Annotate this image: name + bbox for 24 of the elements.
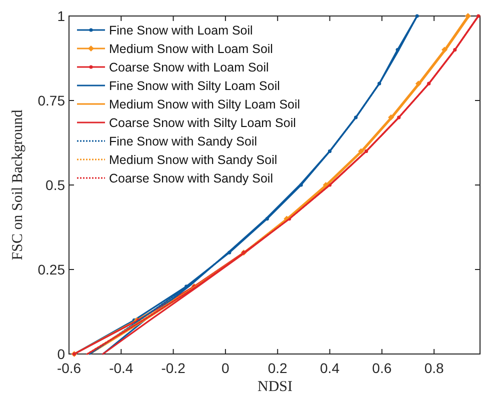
x-axis-title: NDSI: [257, 379, 293, 395]
x-tick-label: -0.4: [109, 360, 134, 376]
legend-label: Medium Snow with Loam Soil: [109, 42, 273, 56]
legend-label: Coarse Snow with Silty Loam Soil: [109, 116, 296, 130]
x-tick-label: -0.2: [161, 360, 186, 376]
x-tick-label: 0.2: [268, 360, 288, 376]
legend-label: Fine Snow with Loam Soil: [109, 24, 253, 38]
legend-label: Medium Snow with Sandy Soil: [109, 153, 278, 167]
y-tick-label: 0: [57, 346, 66, 362]
x-tick-label: 0.8: [424, 360, 444, 376]
legend-label: Fine Snow with Silty Loam Soil: [109, 79, 280, 93]
x-tick-label: -0.6: [56, 360, 82, 376]
y-axis-title: FSC on Soil Background: [10, 109, 26, 260]
y-tick-label: 0.5: [46, 177, 66, 193]
legend-label: Coarse Snow with Loam Soil: [109, 60, 269, 74]
y-tick-label: 0.75: [38, 92, 66, 108]
x-tick-label: 0: [222, 360, 230, 376]
y-tick-label: 1: [57, 8, 66, 24]
legend-label: Medium Snow with Silty Loam Soil: [109, 98, 300, 112]
x-tick-label: 0.4: [320, 360, 340, 376]
x-tick-label: 0.6: [372, 360, 392, 376]
legend-label: Fine Snow with Sandy Soil: [109, 134, 257, 148]
y-tick-label: 0.25: [38, 262, 66, 278]
legend-label: Coarse Snow with Sandy Soil: [109, 172, 273, 186]
